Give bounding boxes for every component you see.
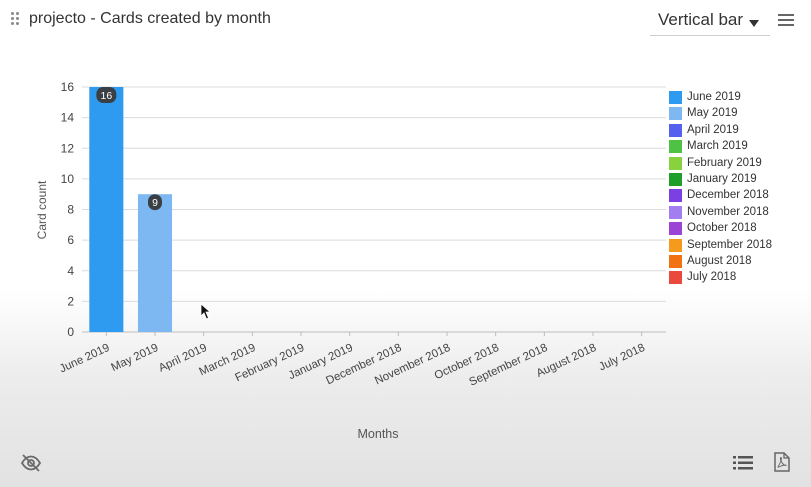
legend-label: July 2018 bbox=[687, 271, 737, 284]
legend-swatch bbox=[669, 205, 682, 219]
legend-label: September 2018 bbox=[687, 238, 773, 251]
chart-type-select[interactable]: Vertical bar bbox=[650, 5, 770, 36]
legend-label: December 2018 bbox=[687, 189, 769, 202]
x-tick-label: July 2018 bbox=[597, 342, 647, 374]
legend-item[interactable]: December 2018 bbox=[669, 188, 799, 204]
legend-label: April 2019 bbox=[687, 123, 739, 136]
legend-item[interactable]: March 2019 bbox=[669, 139, 799, 155]
y-tick-label: 2 bbox=[67, 294, 74, 308]
legend-label: August 2018 bbox=[687, 254, 752, 267]
x-axis-title: Months bbox=[358, 427, 399, 441]
y-tick-label: 10 bbox=[61, 172, 75, 186]
legend-swatch bbox=[669, 271, 682, 285]
legend-swatch bbox=[669, 107, 682, 121]
legend-swatch bbox=[669, 140, 682, 154]
legend-item[interactable]: July 2018 bbox=[669, 270, 799, 286]
legend-item[interactable]: August 2018 bbox=[669, 254, 799, 270]
chart-legend: June 2019 May 2019 April 2019 March 2019 Feb… bbox=[669, 90, 799, 287]
panel-header: projecto - Cards created by month Vertic… bbox=[0, 0, 811, 40]
data-label-badge bbox=[148, 194, 162, 211]
legend-swatch bbox=[669, 156, 682, 170]
x-tick-label: May 2019 bbox=[109, 342, 160, 374]
legend-label: February 2019 bbox=[687, 156, 762, 169]
hamburger-menu-icon[interactable] bbox=[778, 13, 794, 27]
panel-title: projecto - Cards created by month bbox=[29, 10, 271, 27]
list-icon[interactable] bbox=[733, 455, 753, 471]
legend-swatch bbox=[669, 189, 682, 203]
data-label: 16 bbox=[100, 90, 112, 102]
eye-off-icon[interactable] bbox=[20, 452, 42, 474]
legend-swatch bbox=[669, 172, 682, 186]
legend-label: May 2019 bbox=[687, 107, 738, 120]
legend-item[interactable]: June 2019 bbox=[669, 90, 799, 106]
legend-swatch bbox=[669, 91, 682, 104]
legend-swatch bbox=[669, 254, 682, 268]
mouse-cursor-icon bbox=[200, 303, 212, 320]
data-label-badge bbox=[96, 87, 117, 103]
legend-label: October 2018 bbox=[687, 222, 757, 235]
legend-swatch bbox=[669, 123, 682, 137]
legend-item[interactable]: September 2018 bbox=[669, 238, 799, 254]
dropdown-arrow-icon bbox=[749, 20, 759, 27]
legend-item[interactable]: February 2019 bbox=[669, 156, 799, 172]
y-tick-label: 12 bbox=[61, 141, 75, 155]
y-tick-label: 0 bbox=[67, 325, 74, 339]
x-tick-label: June 2019 bbox=[58, 342, 112, 376]
legend-item[interactable]: November 2018 bbox=[669, 205, 799, 221]
legend-swatch bbox=[669, 238, 682, 252]
chart-type-value: Vertical bar bbox=[658, 10, 744, 29]
y-tick-label: 6 bbox=[67, 233, 74, 247]
legend-swatch bbox=[669, 222, 682, 236]
legend-label: January 2019 bbox=[687, 172, 757, 185]
legend-label: March 2019 bbox=[687, 140, 748, 153]
y-tick-label: 4 bbox=[67, 264, 74, 278]
drag-handle-icon[interactable] bbox=[11, 12, 21, 26]
legend-item[interactable]: October 2018 bbox=[669, 221, 799, 237]
legend-item[interactable]: May 2019 bbox=[669, 106, 799, 122]
data-label: 9 bbox=[152, 197, 158, 209]
y-tick-label: 14 bbox=[61, 111, 75, 125]
y-axis-title: Card count bbox=[35, 180, 49, 239]
y-tick-label: 16 bbox=[61, 80, 75, 94]
legend-label: November 2018 bbox=[687, 205, 769, 218]
bar[interactable] bbox=[89, 87, 124, 332]
legend-item[interactable]: April 2019 bbox=[669, 123, 799, 139]
legend-item[interactable]: January 2019 bbox=[669, 172, 799, 188]
bar[interactable] bbox=[137, 194, 173, 332]
pdf-export-icon[interactable] bbox=[774, 452, 790, 472]
legend-label: June 2019 bbox=[687, 91, 741, 103]
y-tick-label: 8 bbox=[67, 203, 74, 217]
